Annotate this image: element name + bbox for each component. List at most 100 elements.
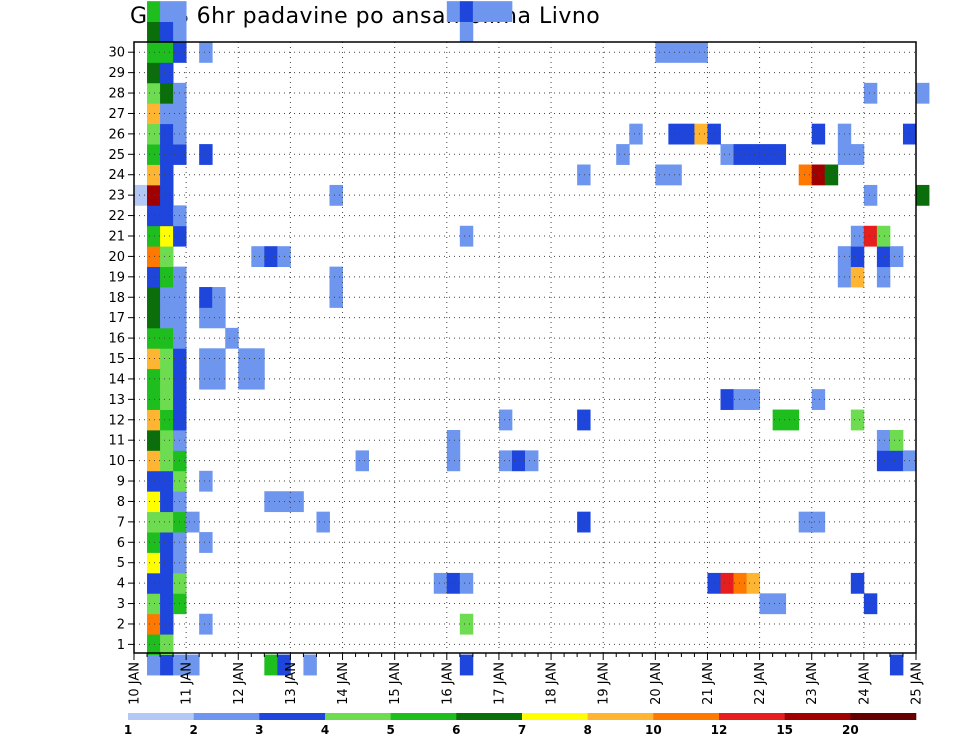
heatmap-cell [811, 123, 826, 145]
heatmap-cell [811, 511, 826, 533]
heatmap-cell [147, 572, 161, 594]
y-tick-label: 13 [108, 393, 125, 408]
colorbar-swatch [325, 713, 391, 720]
heatmap-cell [498, 450, 513, 472]
heatmap-cells [134, 1, 930, 676]
y-tick-label: 20 [108, 250, 125, 265]
y-tick-label: 5 [117, 556, 125, 571]
heatmap-cell [316, 511, 330, 533]
heatmap-cell [655, 42, 669, 63]
heatmap-cell [160, 21, 174, 43]
heatmap-cell [511, 450, 526, 472]
heatmap-cell [147, 613, 161, 635]
colorbar-swatch [259, 713, 326, 720]
y-tick-label: 15 [108, 352, 125, 367]
heatmap-cell [446, 450, 461, 472]
colorbar-label: 3 [255, 723, 263, 737]
heatmap-cell [160, 552, 174, 574]
heatmap-cell [889, 654, 904, 676]
heatmap-cell [173, 21, 187, 43]
x-tick-label: 18 JAN [545, 662, 560, 705]
heatmap-cell [160, 572, 174, 594]
heatmap-cell [459, 654, 474, 676]
heatmap-cell [147, 205, 161, 227]
heatmap-cell [446, 429, 461, 451]
heatmap-cell [160, 429, 174, 451]
heatmap-cell [160, 470, 174, 492]
heatmap-cell [147, 266, 161, 288]
heatmap-cell [160, 593, 174, 615]
colorbar-swatch [456, 713, 523, 720]
heatmap-cell [147, 654, 161, 676]
heatmap-cell [160, 82, 174, 104]
heatmap-cell [147, 552, 161, 574]
heatmap-cell [577, 511, 591, 533]
x-tick-label: 10 JAN [128, 662, 143, 705]
heatmap-cell [498, 409, 513, 431]
colorbar-label: 2 [189, 723, 197, 737]
y-tick-label: 9 [117, 475, 125, 490]
colorbar-label: 5 [386, 723, 394, 737]
heatmap-cell [446, 1, 461, 22]
heatmap-cell [147, 103, 161, 125]
colorbar-label: 6 [452, 723, 460, 737]
heatmap-cell [147, 389, 161, 410]
heatmap-cell [173, 1, 187, 22]
heatmap-cell [277, 654, 291, 676]
heatmap-cell [160, 205, 174, 227]
heatmap-cell [147, 409, 161, 431]
heatmap-cell [147, 511, 161, 533]
heatmap-cell [824, 164, 839, 186]
y-tick-label: 23 [108, 189, 125, 204]
heatmap-cell [160, 634, 174, 655]
heatmap-cell [160, 287, 174, 308]
heatmap-cell [694, 42, 708, 63]
heatmap-cell [876, 429, 891, 451]
heatmap-cell [251, 246, 265, 268]
heatmap-cell [733, 389, 747, 410]
heatmap-cell [147, 307, 161, 329]
heatmap-cell [147, 82, 161, 104]
heatmap-cell [811, 389, 826, 410]
y-tick-label: 17 [108, 311, 125, 326]
y-tick-label: 7 [117, 515, 125, 530]
heatmap-cell [798, 511, 813, 533]
heatmap-cell [212, 287, 226, 308]
heatmap-cell [160, 511, 174, 533]
colorbar-swatch [193, 713, 260, 720]
heatmap-cell [147, 532, 161, 553]
heatmap-cell [759, 144, 774, 165]
heatmap-cell [160, 1, 174, 22]
heatmap-cell [459, 572, 474, 594]
y-tick-label: 6 [117, 536, 125, 551]
heatmap-cell [160, 409, 174, 431]
colorbar-label: 1 [124, 723, 132, 737]
x-tick-label: 17 JAN [492, 662, 507, 705]
heatmap-cell [629, 123, 643, 145]
x-tick-label: 11 JAN [180, 662, 195, 705]
heatmap-cell [746, 389, 760, 410]
colorbar-swatch [653, 713, 720, 720]
heatmap-cell [863, 82, 878, 104]
heatmap-cell [577, 409, 591, 431]
heatmap-cell [916, 184, 930, 206]
y-tick-label: 28 [108, 87, 125, 102]
heatmap-cell [147, 368, 161, 390]
heatmap-cell [850, 225, 865, 247]
y-tick-label: 25 [108, 148, 125, 163]
heatmap-cell [199, 613, 213, 635]
heatmap-cell [173, 654, 187, 676]
heatmap-cell [459, 225, 474, 247]
heatmap-cell [147, 123, 161, 145]
heatmap-cell [160, 164, 174, 186]
colorbar-swatch [522, 713, 588, 720]
x-tick-label: 19 JAN [597, 662, 612, 705]
heatmap-cell [746, 144, 760, 165]
heatmap-cell [459, 1, 474, 22]
heatmap-cell [655, 164, 669, 186]
x-tick-label: 12 JAN [232, 662, 247, 705]
heatmap-cell [199, 144, 213, 165]
colorbar-swatch [128, 713, 194, 720]
heatmap-cell [160, 103, 174, 125]
heatmap-cell [160, 184, 174, 206]
